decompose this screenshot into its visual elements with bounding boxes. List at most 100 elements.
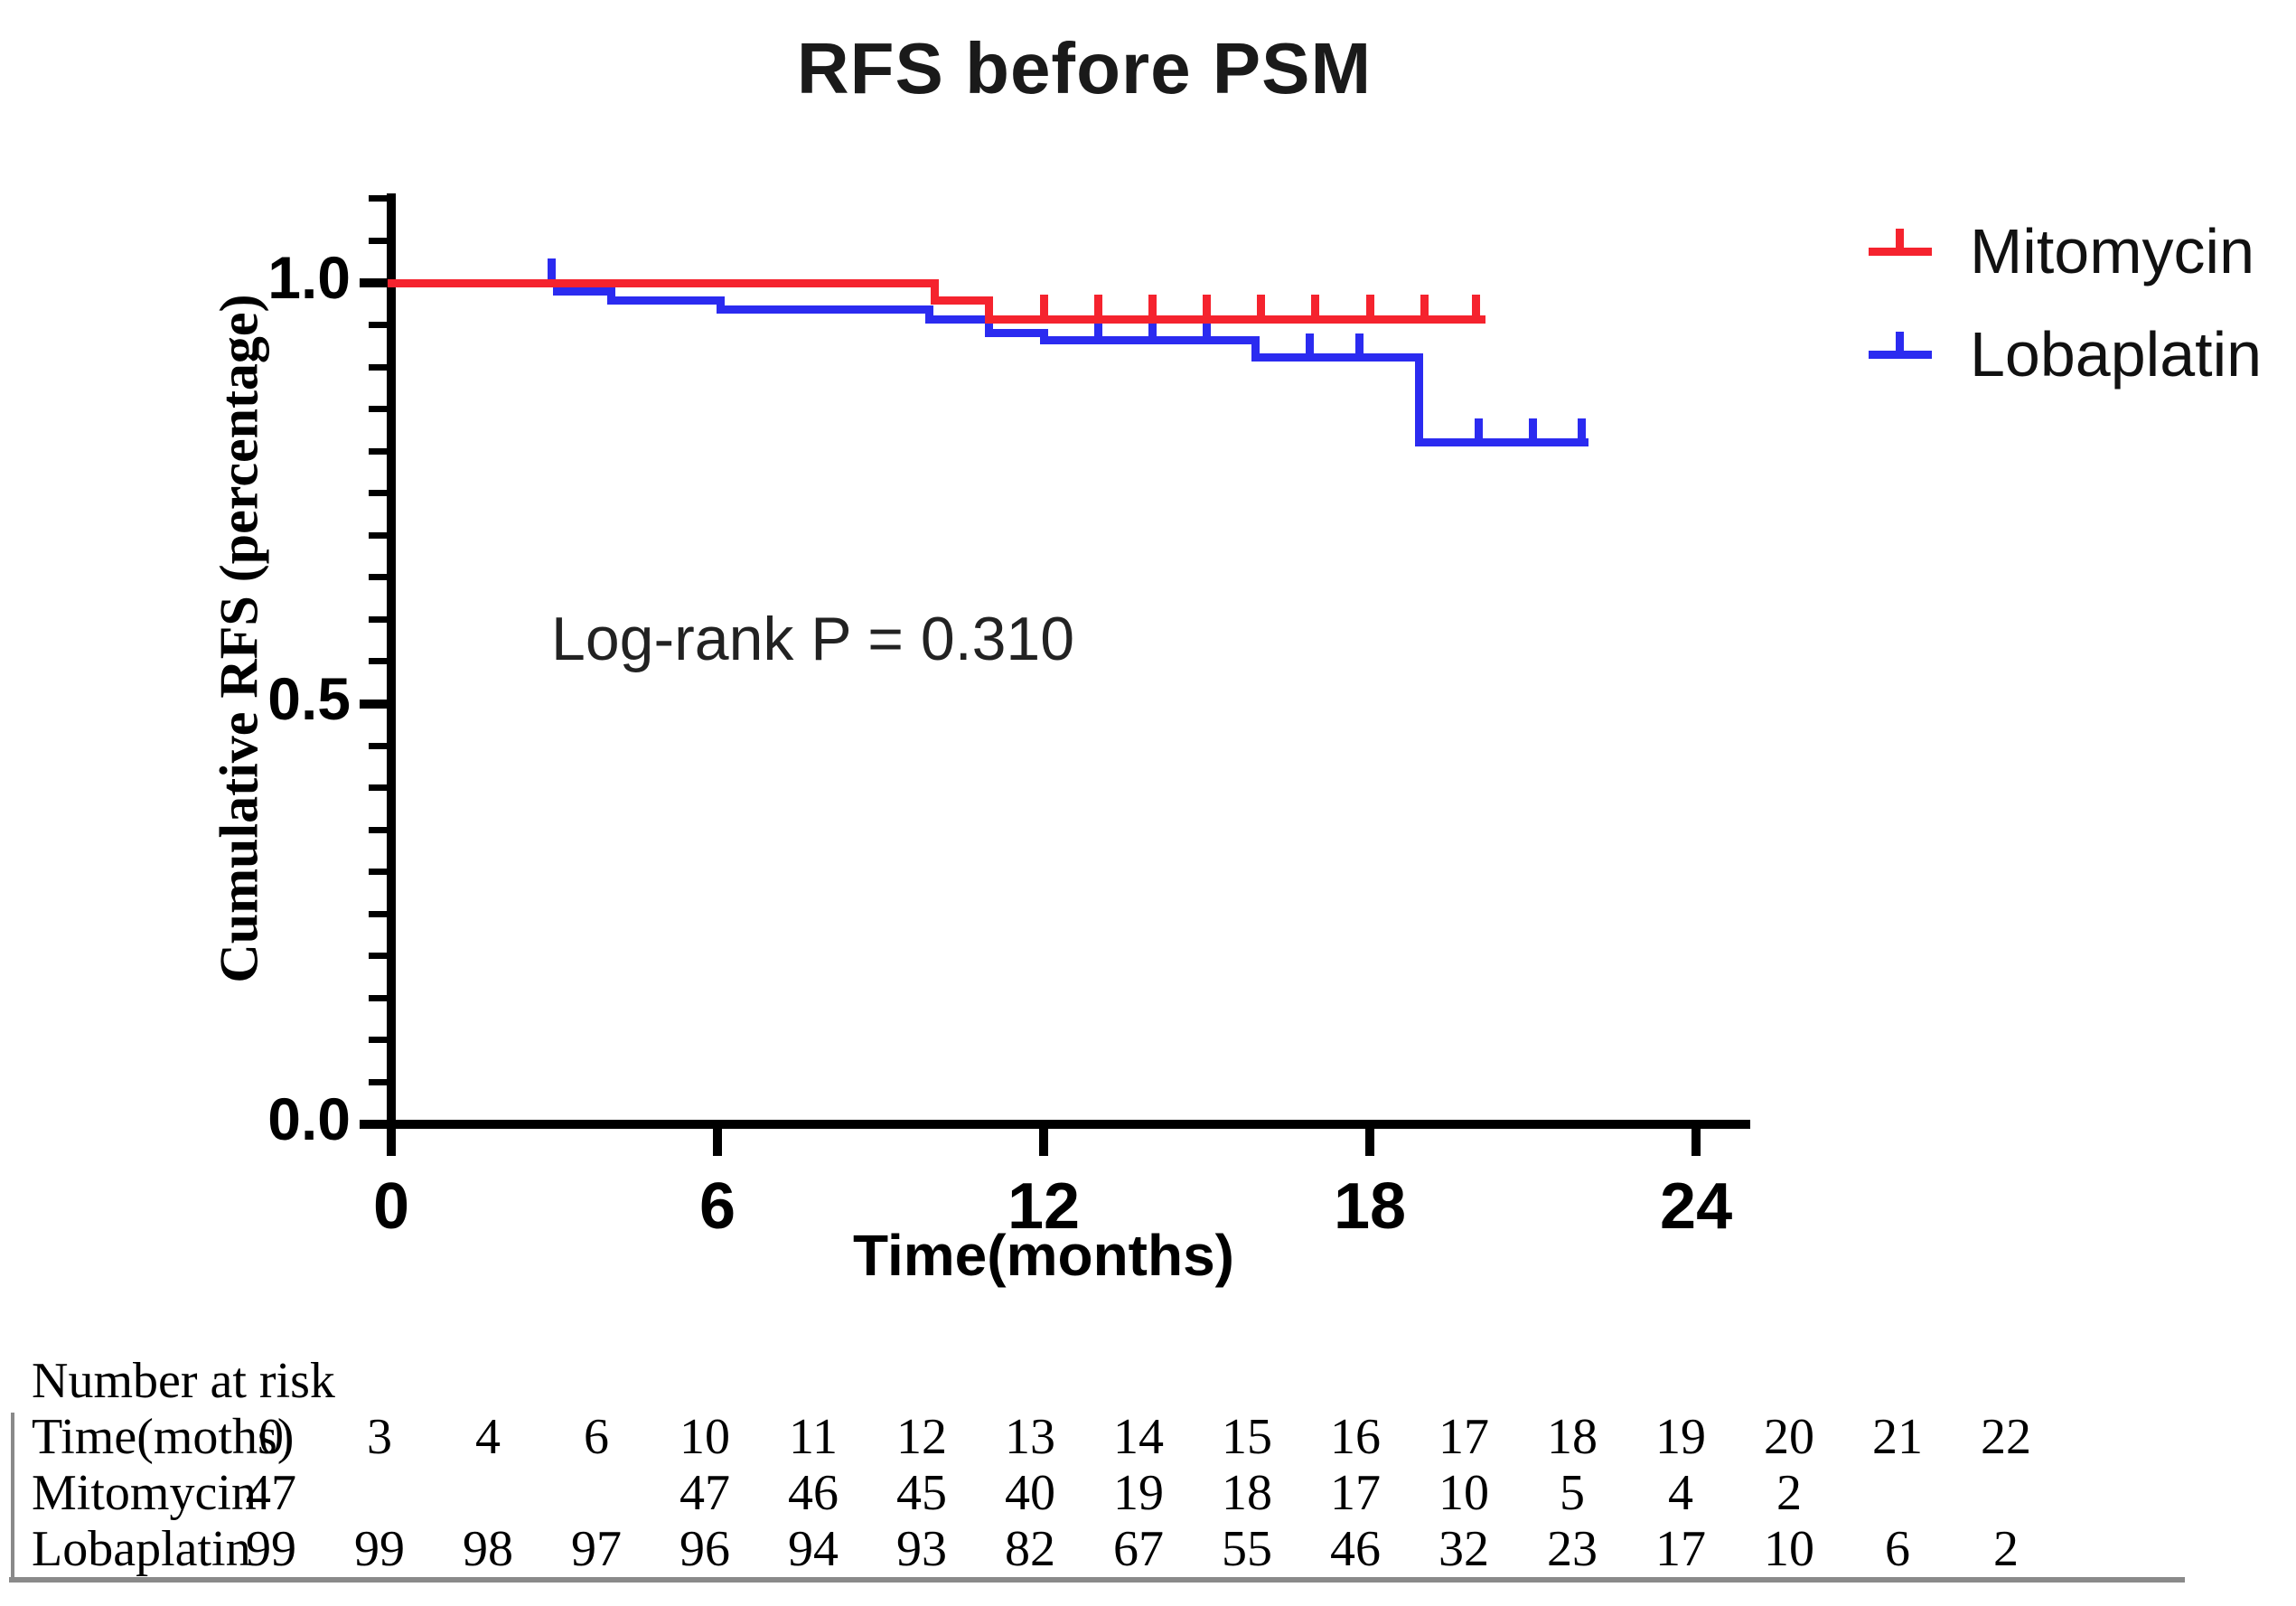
risk-lobaplatin-value: 2	[1993, 1521, 2019, 1577]
risk-time-value: 20	[1764, 1409, 1814, 1465]
mitomycin-curve-segment	[985, 296, 994, 324]
risk-time-value: 18	[1547, 1409, 1598, 1465]
lobaplatin-curve-segment	[1251, 353, 1423, 362]
y-minor-tick	[369, 490, 387, 497]
risk-mitomycin-value: 46	[788, 1465, 839, 1521]
y-tick-label: 1.0	[267, 244, 351, 311]
y-minor-tick	[369, 994, 387, 1001]
risk-time-value: 0	[258, 1409, 284, 1465]
lobaplatin-curve-segment	[925, 305, 934, 324]
mitomycin-censor-tick	[1471, 295, 1480, 320]
legend-item-lobaplatin: Lobaplatin	[1869, 318, 2293, 390]
mitomycin-curve-segment	[985, 315, 1485, 324]
risk-time-value: 11	[789, 1409, 838, 1465]
x-axis	[386, 1120, 1750, 1129]
risk-lobaplatin-value: 97	[571, 1521, 622, 1577]
lobaplatin-curve-segment	[1414, 353, 1423, 447]
risk-time-value: 17	[1439, 1409, 1489, 1465]
lobaplatin-curve-segment	[716, 296, 725, 315]
legend-censor-icon	[1896, 332, 1904, 354]
legend-label: Lobaplatin	[1970, 319, 2263, 390]
y-minor-tick	[369, 406, 387, 413]
lobaplatin-censor-tick	[1148, 315, 1157, 341]
lobaplatin-curve-segment	[985, 329, 1048, 338]
risk-lobaplatin-value: 23	[1547, 1521, 1598, 1577]
risk-mitomycin-value: 47	[679, 1465, 730, 1521]
y-minor-tick	[369, 322, 387, 329]
risk-mitomycin-value: 4	[1668, 1465, 1693, 1521]
mitomycin-censor-tick	[1039, 295, 1048, 320]
log-rank-annotation: Log-rank P = 0.310	[551, 605, 1075, 673]
y-minor-tick	[369, 531, 387, 539]
lobaplatin-curve-segment	[985, 315, 994, 338]
lobaplatin-curve-segment	[607, 286, 616, 305]
risk-lobaplatin-row-label: Lobaplatin	[32, 1521, 251, 1577]
lobaplatin-censor-tick	[1354, 333, 1364, 358]
mitomycin-censor-tick	[1093, 295, 1102, 320]
risk-time-value: 12	[896, 1409, 947, 1465]
chart-title: RFS before PSM	[796, 28, 1373, 108]
y-minor-tick	[369, 658, 387, 665]
lobaplatin-censor-tick	[1306, 333, 1315, 358]
legend-label: Mitomycin	[1970, 216, 2255, 286]
legend: Mitomycin Lobaplatin	[1869, 215, 2293, 432]
y-minor-tick	[369, 447, 387, 455]
x-axis-label: Time(months)	[853, 1223, 1234, 1288]
risk-time-row-label: Time(moths)	[32, 1409, 295, 1465]
risk-time-value: 3	[367, 1409, 392, 1465]
y-minor-tick	[369, 237, 387, 244]
lobaplatin-censor-tick	[1578, 418, 1587, 443]
y-axis	[387, 193, 396, 1129]
lobaplatin-censor-tick	[1529, 418, 1538, 443]
y-minor-tick	[369, 869, 387, 876]
y-minor-tick	[369, 615, 387, 623]
mitomycin-censor-tick	[1257, 295, 1266, 320]
x-major-tick	[713, 1129, 723, 1156]
risk-time-value: 13	[1005, 1409, 1055, 1465]
lobaplatin-curve-segment	[1039, 335, 1260, 344]
mitomycin-censor-tick	[1311, 295, 1320, 320]
x-tick-label: 18	[1334, 1170, 1407, 1243]
y-minor-tick	[369, 195, 387, 202]
lobaplatin-curve-segment	[553, 286, 616, 296]
risk-mitomycin-value: 18	[1222, 1465, 1272, 1521]
risk-time-value: 10	[679, 1409, 730, 1465]
risk-mitomycin-value: 17	[1330, 1465, 1381, 1521]
lobaplatin-curve-segment	[1251, 335, 1260, 362]
legend-line-icon	[1869, 351, 1932, 359]
lobaplatin-censor-tick	[1474, 418, 1483, 443]
y-minor-tick	[369, 363, 387, 371]
risk-mitomycin-value: 19	[1113, 1465, 1164, 1521]
mitomycin-curve-segment	[387, 278, 940, 287]
x-major-tick	[1039, 1129, 1049, 1156]
y-minor-tick	[369, 742, 387, 749]
x-major-tick	[1692, 1129, 1701, 1156]
risk-mitomycin-value: 45	[896, 1465, 947, 1521]
lobaplatin-censor-tick	[548, 258, 556, 283]
y-tick-label: 0.5	[267, 664, 351, 732]
risk-lobaplatin-value: 98	[463, 1521, 513, 1577]
y-tick-label: 0.0	[267, 1085, 351, 1152]
x-tick-label: 6	[698, 1170, 736, 1243]
y-minor-tick	[369, 1037, 387, 1044]
risk-time-value: 14	[1113, 1409, 1164, 1465]
mitomycin-censor-tick	[1148, 295, 1157, 320]
mitomycin-censor-tick	[1203, 295, 1212, 320]
risk-lobaplatin-value: 6	[1885, 1521, 1910, 1577]
y-major-tick	[360, 1120, 387, 1129]
risk-mitomycin-value: 5	[1560, 1465, 1585, 1521]
risk-lobaplatin-value: 46	[1330, 1521, 1381, 1577]
y-major-tick	[360, 699, 387, 709]
x-tick-label: 0	[372, 1170, 410, 1243]
lobaplatin-curve-segment	[607, 296, 725, 305]
legend-censor-icon	[1896, 229, 1904, 251]
mitomycin-curve-segment	[931, 278, 940, 305]
y-minor-tick	[369, 784, 387, 792]
x-tick-label: 24	[1660, 1170, 1733, 1243]
risk-mitomycin-value: 40	[1005, 1465, 1055, 1521]
risk-time-value: 15	[1222, 1409, 1272, 1465]
risk-mitomycin-value: 2	[1776, 1465, 1802, 1521]
legend-line-icon	[1869, 248, 1932, 256]
risk-lobaplatin-value: 93	[896, 1521, 947, 1577]
risk-lobaplatin-value: 96	[679, 1521, 730, 1577]
